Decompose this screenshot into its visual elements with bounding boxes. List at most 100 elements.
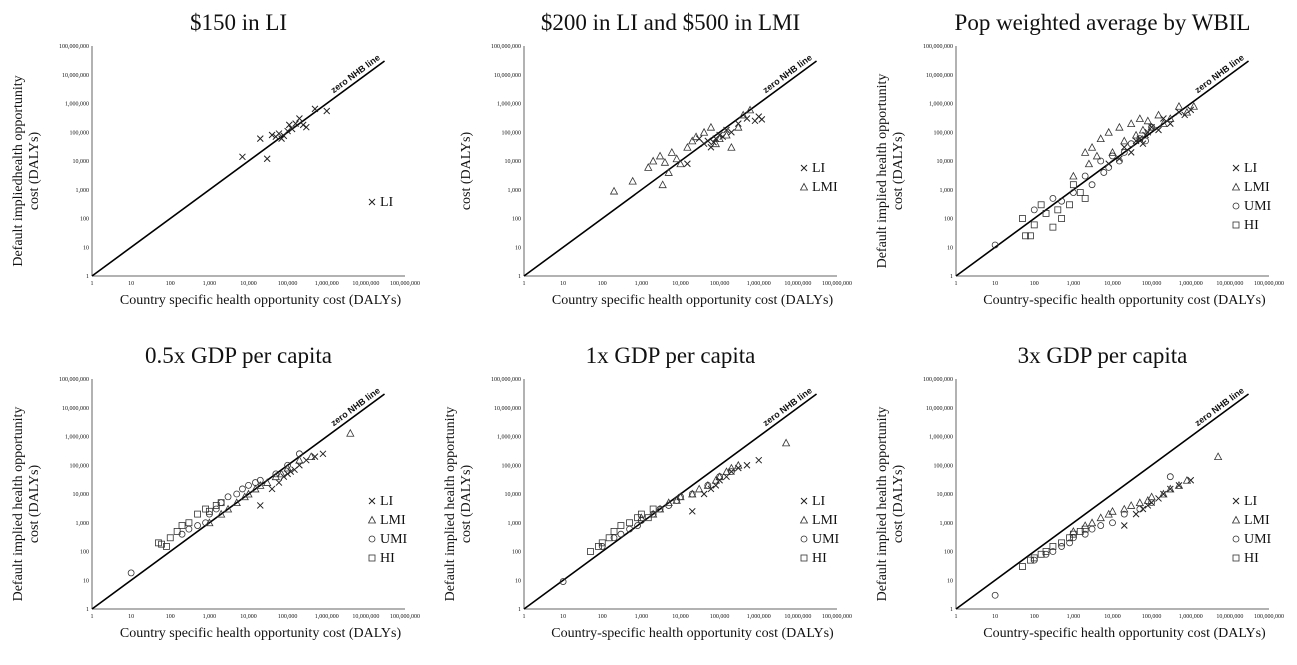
data-point <box>1159 489 1168 498</box>
data-point <box>1054 206 1062 214</box>
x-tick-label: 100 <box>1030 281 1039 287</box>
legend-label: LMI <box>812 180 838 195</box>
data-point <box>1175 108 1183 116</box>
y-tick-label: 100,000 <box>934 130 954 136</box>
data-point <box>595 543 602 550</box>
data-point <box>296 450 303 458</box>
y-axis-title-line1: Default implied health opportunity <box>443 407 458 602</box>
x-tick-label: 100 <box>598 281 607 287</box>
data-point <box>1088 525 1096 533</box>
data-point <box>1027 556 1034 564</box>
data-point <box>800 497 808 505</box>
y-tick-label: 1,000 <box>508 521 522 527</box>
data-point <box>1232 221 1240 229</box>
x-axis-title: Country-specific health opportunity cost… <box>983 293 1266 308</box>
x-tick-label: 1,000 <box>203 281 217 287</box>
data-point <box>715 134 724 143</box>
x-tick-label: 100,000,000 <box>1254 614 1284 620</box>
data-point <box>728 128 735 136</box>
y-tick-label: 100,000 <box>70 130 90 136</box>
y-tick-label: 100,000 <box>502 463 522 469</box>
data-point <box>296 115 303 122</box>
legend-item-umi: UMI <box>1232 199 1272 214</box>
data-point <box>1232 535 1240 543</box>
data-point <box>1127 140 1135 148</box>
data-point <box>617 522 625 529</box>
y-tick-label: 1 <box>86 607 89 613</box>
data-point <box>1174 481 1184 489</box>
x-tick-label: 10,000 <box>672 281 689 287</box>
data-point <box>1104 509 1113 518</box>
y-tick-label: 10,000,000 <box>62 73 89 79</box>
y-axis-title-line1: Default implied health opportunity <box>11 407 26 602</box>
data-point <box>664 498 673 507</box>
x-tick-label: 100 <box>166 281 175 287</box>
data-point <box>1138 125 1148 134</box>
data-point <box>610 528 618 535</box>
legend-item-lmi: LMI <box>799 513 838 528</box>
y-tick-label: 10 <box>947 245 953 251</box>
x-tick-label: 100 <box>1030 614 1039 620</box>
data-point <box>598 539 606 547</box>
data-point <box>166 534 174 542</box>
zero-nhb-label: zero NHB line <box>761 52 814 95</box>
data-point <box>295 455 304 464</box>
x-tick-label: 10,000,000 <box>352 281 379 287</box>
legend-label: HI <box>380 551 395 566</box>
data-point <box>212 505 220 513</box>
data-point <box>799 182 809 191</box>
x-tick-label: 1,000 <box>203 614 217 620</box>
data-point <box>700 140 708 148</box>
data-point <box>1096 513 1105 522</box>
data-point <box>743 461 751 469</box>
data-point <box>367 515 377 524</box>
legend-label: LI <box>1244 494 1258 509</box>
chart-title: $200 in LI and $500 in LMI <box>541 10 800 35</box>
legend-label: LMI <box>1244 513 1270 528</box>
x-axis-title: Country specific health opportunity cost… <box>552 293 834 308</box>
data-point <box>727 463 736 472</box>
series-umi <box>991 123 1156 249</box>
data-point <box>368 497 376 505</box>
data-point <box>745 105 755 114</box>
data-point <box>280 132 288 140</box>
x-axis-title: Country specific health opportunity cost… <box>120 626 402 641</box>
data-point <box>1143 116 1153 125</box>
x-tick-label: 10 <box>560 614 566 620</box>
legend-label: LMI <box>380 513 406 528</box>
series-umi <box>127 450 303 577</box>
data-point <box>1088 181 1096 189</box>
y-tick-label: 1,000 <box>940 188 954 194</box>
x-tick-label: 10,000,000 <box>784 281 811 287</box>
y-tick-label: 10 <box>515 245 521 251</box>
x-tick-label: 100,000,000 <box>390 614 420 620</box>
x-tick-label: 1,000,000 <box>315 281 339 287</box>
data-point <box>256 476 264 484</box>
y-tick-label: 1,000 <box>940 521 954 527</box>
legend-item-umi: UMI <box>1232 532 1272 547</box>
data-point <box>800 535 808 543</box>
data-point <box>277 469 286 478</box>
legend-item-hi: HI <box>368 551 395 566</box>
data-point <box>1120 143 1128 151</box>
data-point <box>1232 202 1240 210</box>
data-point <box>178 522 186 529</box>
data-point <box>699 127 709 136</box>
data-point <box>1148 499 1156 507</box>
data-point <box>1030 556 1038 564</box>
data-point <box>323 107 331 115</box>
data-point <box>648 156 658 165</box>
data-point <box>284 470 291 478</box>
data-point <box>1076 528 1084 535</box>
x-tick-label: 1,000,000 <box>315 614 339 620</box>
data-point <box>1142 137 1149 145</box>
data-point <box>256 135 264 142</box>
data-point <box>1081 172 1089 180</box>
data-point <box>1058 215 1065 222</box>
data-point <box>667 148 676 156</box>
legend-label: LMI <box>812 513 838 528</box>
data-point <box>272 470 280 478</box>
y-axis-title-line2: cost (DALYs) <box>891 132 906 211</box>
y-tick-label: 10,000 <box>937 492 954 498</box>
data-point <box>677 493 684 501</box>
